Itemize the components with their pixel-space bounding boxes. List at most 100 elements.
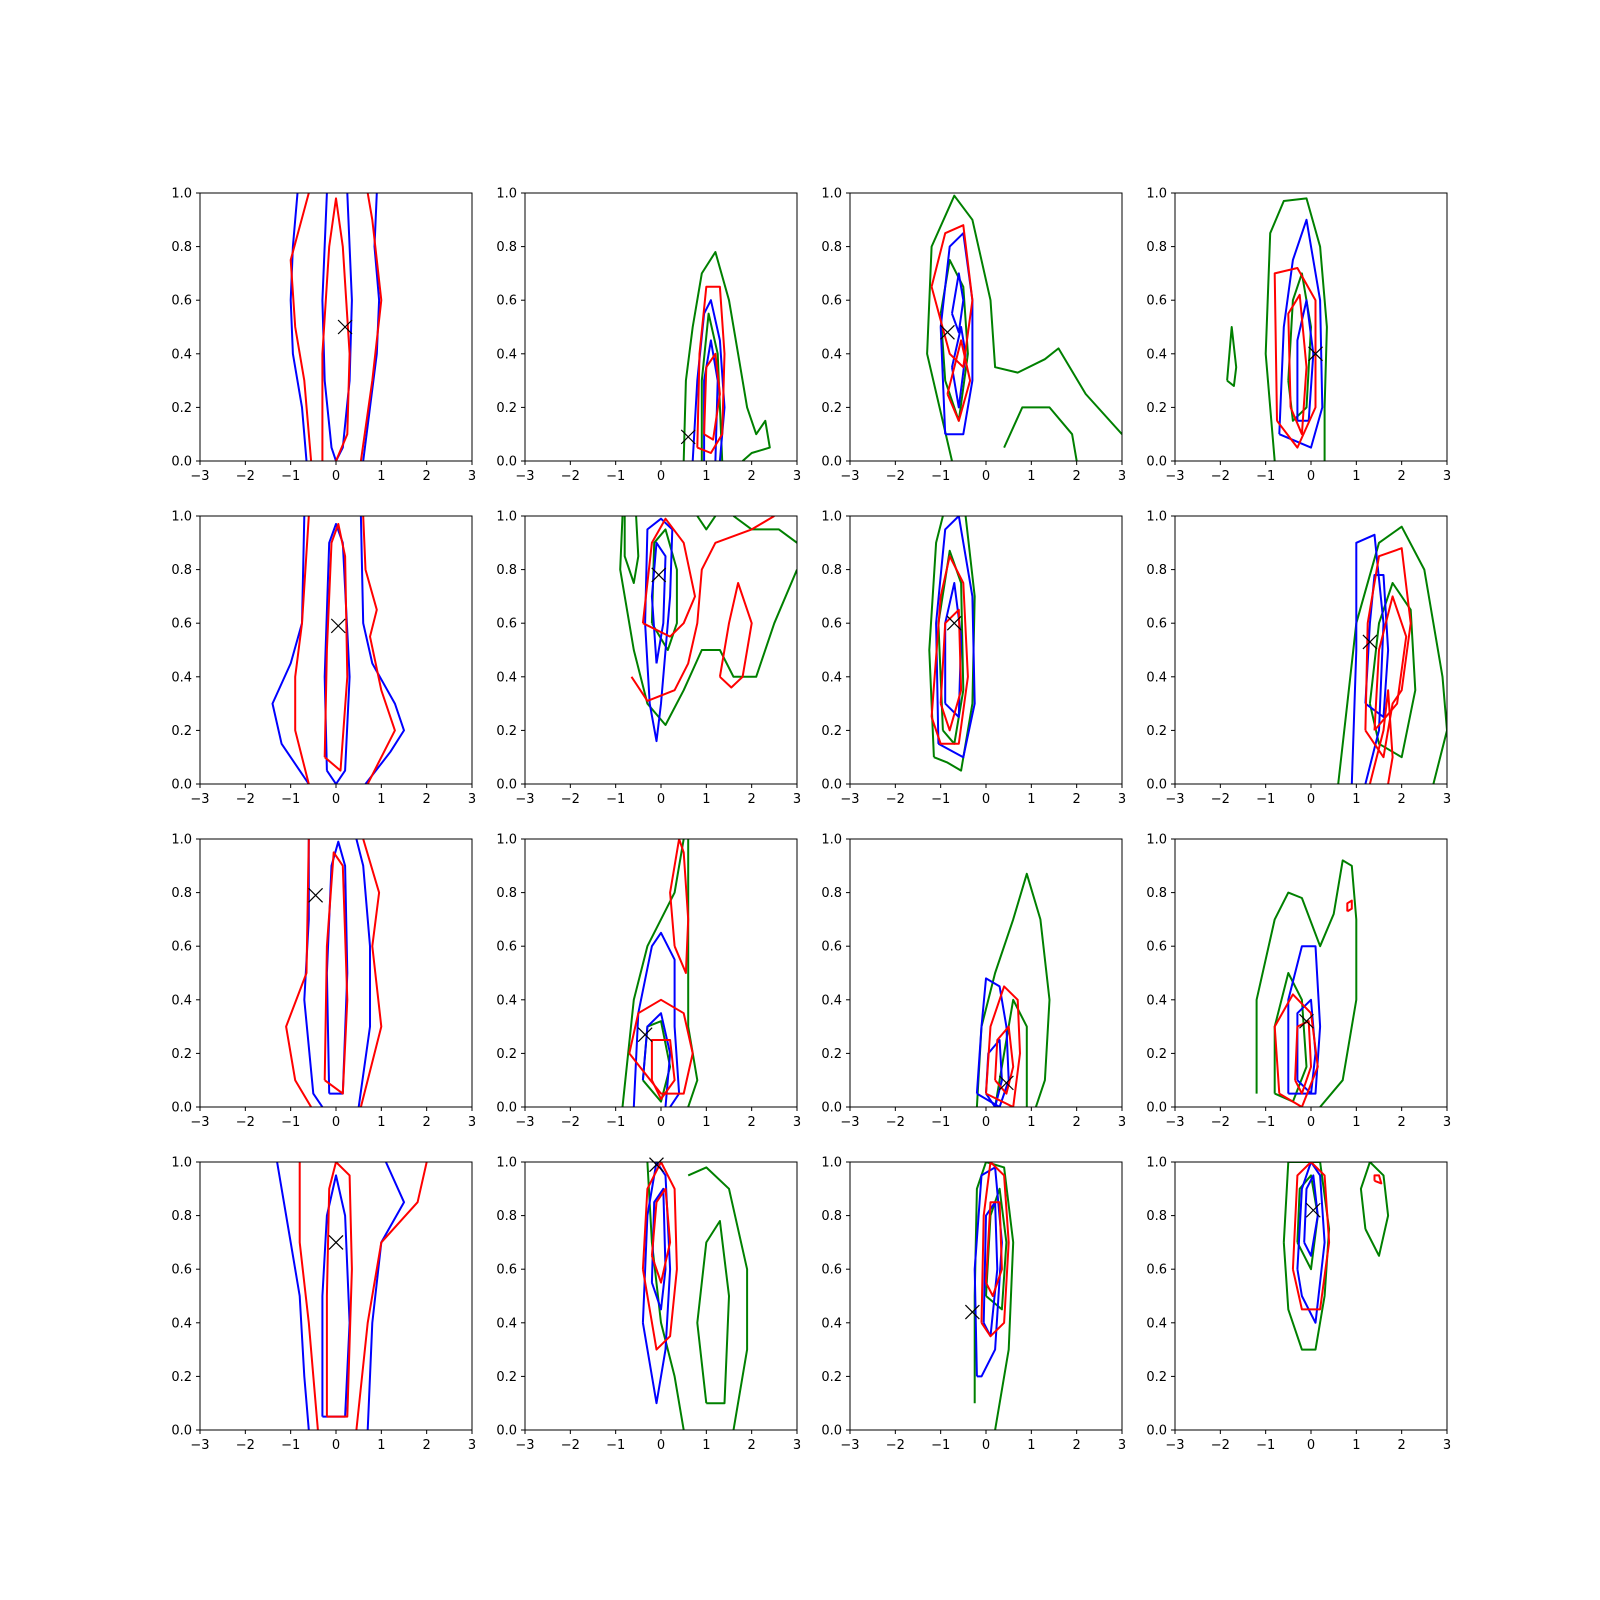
x-marker (940, 324, 955, 340)
y-tick-label: 0.8 (496, 1209, 517, 1224)
x-tick-label: 3 (793, 792, 801, 807)
x-tick-label: 0 (1307, 792, 1315, 807)
contour-line-red (641, 1162, 678, 1351)
x-tick-label: −1 (1256, 469, 1275, 484)
contour-line-red (994, 1025, 1015, 1095)
contour-line-red (718, 582, 753, 689)
y-tick-label: 0.8 (171, 886, 192, 901)
subplot-1: −3 −2 −1 0 1 2 3 0.0 0.2 0.4 0.6 0.8 1.0 (171, 187, 476, 485)
contour-line-green (1368, 582, 1417, 759)
x-tick-label: −3 (840, 469, 859, 484)
contour-group (926, 194, 1122, 461)
x-tick-label: 3 (1118, 1438, 1126, 1453)
y-tick-label: 0.8 (1146, 886, 1167, 901)
y-tick-label: 1.0 (171, 510, 192, 525)
contour-line-blue (632, 931, 681, 1107)
y-tick-label: 0.2 (821, 724, 842, 739)
y-tick-label: 0.4 (821, 347, 842, 362)
y-tick-label: 0.0 (1146, 778, 1167, 793)
x-tick-label: 1 (1352, 469, 1360, 484)
contour-group (973, 1162, 1015, 1430)
y-tick-label: 0.8 (171, 1209, 192, 1224)
y-tick-label: 0.2 (821, 401, 842, 416)
x-tick-label: 3 (1118, 1115, 1126, 1130)
x-tick-label: 1 (702, 792, 710, 807)
y-tick-label: 0.2 (821, 1047, 842, 1062)
contour-group (1226, 197, 1328, 461)
x-tick-label: 3 (468, 792, 476, 807)
x-tick-label: 3 (468, 1438, 476, 1453)
contour-line-green (732, 516, 797, 544)
x-tick-label: 0 (332, 469, 340, 484)
x-tick-label: 0 (982, 469, 990, 484)
x-tick-label: 0 (982, 792, 990, 807)
x-marker (330, 618, 346, 634)
x-marker (964, 1304, 980, 1320)
x-tick-label: 2 (1073, 469, 1081, 484)
y-tick-label: 0.4 (171, 1316, 192, 1331)
contour-line-green (1296, 1174, 1319, 1271)
x-tick-label: 3 (1118, 792, 1126, 807)
contour-line-red (1368, 689, 1394, 784)
y-tick-label: 0.4 (496, 1316, 517, 1331)
subplot-6: −3 −2 −1 0 1 2 3 0.0 0.2 0.4 0.6 0.8 1.0 (496, 510, 801, 808)
y-tick-label: 0.0 (171, 778, 192, 793)
x-tick-label: 3 (468, 1115, 476, 1130)
y-tick-label: 0.4 (821, 993, 842, 1008)
y-tick-label: 0.8 (821, 563, 842, 578)
x-tick-label: −3 (1165, 792, 1184, 807)
y-tick-label: 0.6 (496, 1263, 517, 1278)
contour-line-blue (1350, 533, 1385, 784)
y-tick-label: 0.8 (171, 240, 192, 255)
x-tick-label: 2 (1398, 1438, 1406, 1453)
x-tick-label: 1 (1027, 1115, 1035, 1130)
y-tick-label: 0.8 (1146, 240, 1167, 255)
subplot-4: −3 −2 −1 0 1 2 3 0.0 0.2 0.4 0.6 0.8 1.0 (1146, 187, 1451, 485)
x-tick-label: −1 (931, 469, 950, 484)
subplot-12: −3 −2 −1 0 1 2 3 0.0 0.2 0.4 0.6 0.8 1.0 (1146, 833, 1451, 1131)
x-tick-label: 1 (702, 1438, 710, 1453)
contour-line-blue (1287, 945, 1322, 1095)
y-tick-label: 0.6 (1146, 617, 1167, 632)
x-tick-label: 1 (1027, 1438, 1035, 1453)
contour-line-green (1226, 326, 1238, 387)
y-tick-label: 0.6 (496, 294, 517, 309)
axes-frame (199, 515, 473, 785)
x-tick-label: 2 (423, 792, 431, 807)
subplot-14: −3 −2 −1 0 1 2 3 0.0 0.2 0.4 0.6 0.8 1.0 (496, 1156, 801, 1454)
x-marker (637, 1027, 653, 1043)
y-tick-label: 0.8 (1146, 1209, 1167, 1224)
x-tick-label: 3 (1443, 792, 1451, 807)
y-tick-label: 1.0 (496, 833, 517, 848)
contour-line-blue (289, 193, 308, 461)
x-tick-label: 2 (1398, 469, 1406, 484)
y-tick-label: 0.4 (1146, 347, 1167, 362)
x-tick-label: −2 (886, 792, 905, 807)
x-marker (308, 887, 324, 903)
y-tick-label: 1.0 (821, 187, 842, 202)
x-tick-label: −2 (561, 1115, 580, 1130)
contour-line-green (650, 528, 678, 651)
x-marker (1362, 634, 1378, 650)
contour-line-green (1264, 197, 1328, 461)
x-tick-label: 3 (1118, 469, 1126, 484)
contour-line-red (930, 555, 969, 745)
x-tick-label: −1 (281, 469, 300, 484)
x-tick-label: 1 (377, 792, 385, 807)
x-tick-label: 2 (748, 1115, 756, 1130)
y-tick-label: 0.4 (496, 993, 517, 1008)
y-tick-label: 0.0 (496, 1101, 517, 1116)
y-tick-label: 0.6 (171, 1263, 192, 1278)
x-tick-label: 2 (1073, 792, 1081, 807)
y-tick-label: 0.8 (821, 886, 842, 901)
x-marker (946, 615, 962, 631)
contour-line-red (325, 1162, 353, 1418)
y-tick-label: 0.2 (496, 724, 517, 739)
x-marker (651, 567, 667, 583)
contour-line-red (285, 839, 312, 1107)
contour-line-green (696, 1220, 730, 1405)
contour-line-green (646, 1162, 685, 1430)
x-tick-label: 2 (423, 1115, 431, 1130)
contour-line-green (1255, 859, 1358, 1107)
y-tick-label: 0.0 (496, 455, 517, 470)
